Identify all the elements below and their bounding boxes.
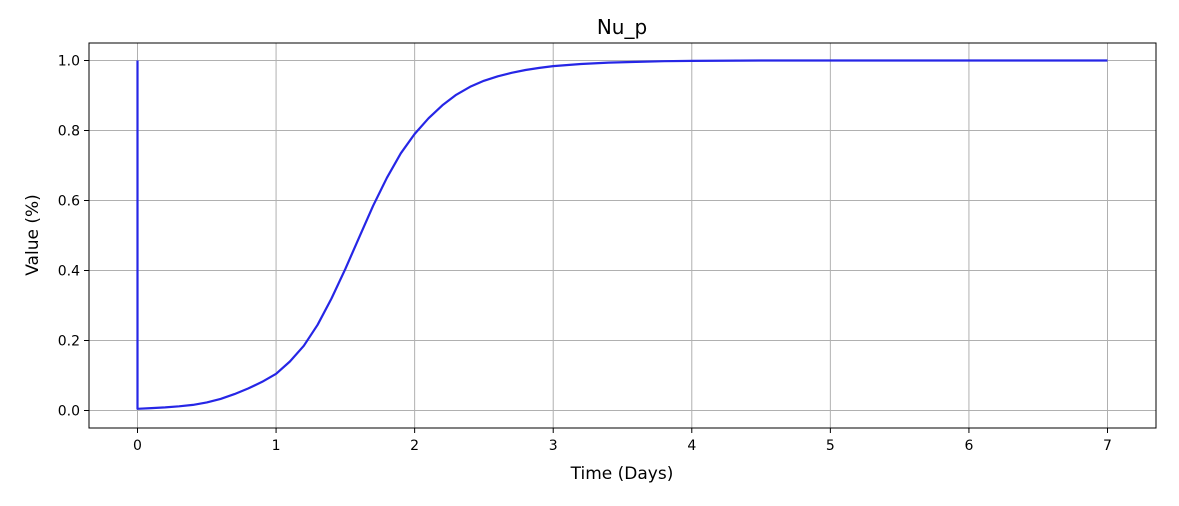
y-tick-label: 0.0 — [58, 404, 80, 420]
x-tick-label: 7 — [1103, 438, 1112, 454]
y-tick-label: 0.6 — [58, 194, 80, 210]
y-tick-label: 0.4 — [58, 264, 80, 280]
x-tick-label: 0 — [133, 438, 142, 454]
grid-lines — [89, 43, 1156, 428]
y-axis-ticks: 0.0 0.2 0.4 0.6 0.8 1.0 — [58, 54, 89, 420]
x-tick-label: 5 — [826, 438, 835, 454]
y-tick-label: 0.2 — [58, 334, 80, 350]
chart-title: Nu_p — [597, 15, 647, 39]
series-line — [136, 59, 1108, 410]
x-tick-label: 3 — [549, 438, 558, 454]
y-axis-label: Value (%) — [23, 194, 43, 276]
plot-frame — [88, 42, 1157, 429]
y-tick-label: 0.8 — [58, 124, 80, 140]
x-tick-label: 2 — [410, 438, 419, 454]
x-tick-label: 1 — [272, 438, 281, 454]
x-axis-label: Time (Days) — [570, 464, 674, 484]
x-tick-label: 4 — [687, 438, 696, 454]
x-tick-label: 6 — [964, 438, 973, 454]
series-layer — [136, 59, 1108, 410]
y-tick-label: 1.0 — [58, 54, 80, 70]
x-axis-ticks: 0 1 2 3 4 5 6 7 — [133, 428, 1112, 454]
